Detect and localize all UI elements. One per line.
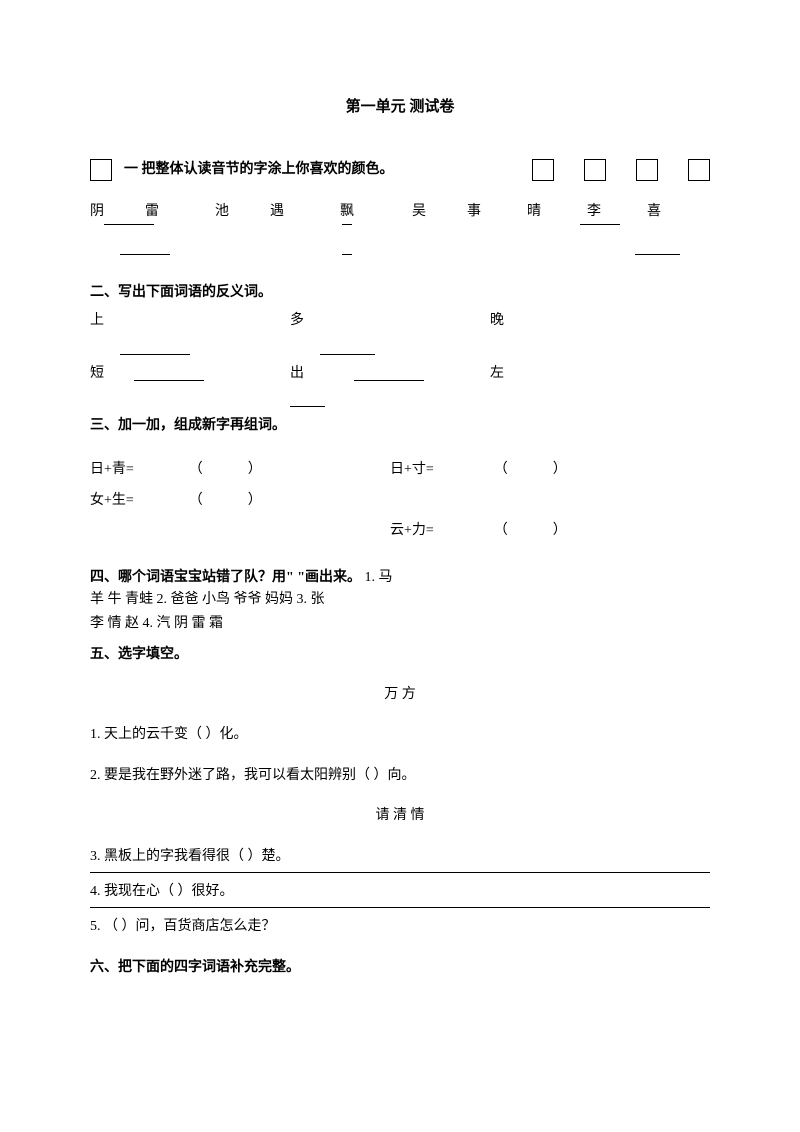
checkbox-icon xyxy=(532,159,554,181)
q2-word: 左 xyxy=(490,363,504,385)
q2-word: 短 xyxy=(90,363,104,385)
underline xyxy=(120,254,170,255)
q5-question: 1. 天上的云千变（ ）化。 xyxy=(90,724,710,746)
checkbox-icon xyxy=(688,159,710,181)
q1-char: 雷 xyxy=(145,201,215,223)
q1-char: 池 xyxy=(215,201,270,223)
q1-char: 事 xyxy=(467,201,527,223)
q2-underline-row xyxy=(90,341,710,355)
checkbox-icon xyxy=(636,159,658,181)
q2-heading: 二、写出下面词语的反义词。 xyxy=(90,282,710,304)
q3-row: 云+力=（） xyxy=(90,520,710,542)
q3-formula: 云+力= xyxy=(390,523,434,538)
q5-question: 4. 我现在心（ ）很好。 xyxy=(90,881,710,903)
q3-heading: 三、加一加，组成新字再组词。 xyxy=(90,415,710,437)
underline xyxy=(580,224,620,225)
underline xyxy=(104,224,154,225)
q4-text: 1. 马 xyxy=(365,570,393,585)
q5-question: 3. 黑板上的字我看得很（ ）楚。 xyxy=(90,846,710,868)
underline xyxy=(635,254,680,255)
q4-block: 四、哪个词语宝宝站错了队？用" "画出来。 1. 马 xyxy=(90,567,710,589)
q1-char: 吴 xyxy=(412,201,467,223)
q1-char: 晴 xyxy=(527,201,587,223)
q1-char: 遇 xyxy=(270,201,340,223)
q3-formula: 日+青= xyxy=(90,462,134,477)
q2-row: 短 出 左 xyxy=(90,363,710,385)
q2-underline-row xyxy=(90,393,710,407)
q1-char: 飘 xyxy=(340,201,412,223)
blank-line xyxy=(120,341,190,355)
checkbox-icon xyxy=(90,159,112,181)
blank-line xyxy=(354,367,424,381)
q2-row: 上 多 晚 xyxy=(90,310,710,332)
q3-row: 日+青=（） 日+寸=（） xyxy=(90,459,710,481)
q4-text: 羊 牛 青蛙 2. 爸爸 小鸟 爷爷 妈妈 3. 张 xyxy=(90,589,710,611)
q4-heading: 四、哪个词语宝宝站错了队？用" "画出来。 xyxy=(90,570,361,585)
q5-choice-chars: 请 清 情 xyxy=(90,805,710,827)
blank-line xyxy=(290,393,325,407)
q1-char: 阴 xyxy=(90,201,145,223)
q1-char: 李 xyxy=(587,201,647,223)
q5-choice-chars: 万 方 xyxy=(90,684,710,706)
blank-line xyxy=(134,367,204,381)
q5-question: 2. 要是我在野外迷了路，我可以看太阳辨别（ ）向。 xyxy=(90,765,710,787)
q2-word: 晚 xyxy=(490,310,504,332)
q3-formula: 女+生= xyxy=(90,493,134,508)
q2-word: 多 xyxy=(290,310,304,332)
q5-question: 5. （ ）问，百货商店怎么走？ xyxy=(90,916,710,938)
q1-heading: 一 把整体认读音节的字涂上你喜欢的颜色。 xyxy=(124,159,394,181)
underline xyxy=(342,254,352,255)
checkbox-icon xyxy=(584,159,606,181)
blank-line xyxy=(320,341,375,355)
q3-row: 女+生=（） xyxy=(90,490,710,512)
q2-word: 出 xyxy=(290,363,304,385)
q1-char: 喜 xyxy=(647,201,702,223)
q2-word: 上 xyxy=(90,310,104,332)
q4-text: 李 情 赵 4. 汽 阴 雷 霜 xyxy=(90,613,710,635)
q1-char-grid: 阴 雷 池 遇 飘 吴 事 晴 李 喜 xyxy=(90,201,710,273)
q5-heading: 五、选字填空。 xyxy=(90,644,710,666)
page-title: 第一单元 测试卷 xyxy=(90,95,710,119)
underline xyxy=(342,224,352,225)
q3-formula: 日+寸= xyxy=(390,462,434,477)
q1-heading-row: 一 把整体认读音节的字涂上你喜欢的颜色。 xyxy=(90,159,710,181)
q6-heading: 六、把下面的四字词语补充完整。 xyxy=(90,957,710,979)
